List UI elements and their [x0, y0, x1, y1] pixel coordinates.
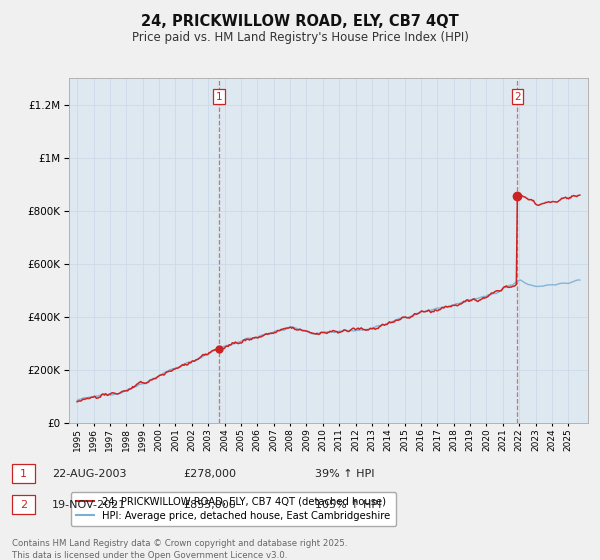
- Text: 24, PRICKWILLOW ROAD, ELY, CB7 4QT: 24, PRICKWILLOW ROAD, ELY, CB7 4QT: [141, 14, 459, 29]
- FancyBboxPatch shape: [12, 464, 35, 483]
- Text: 19-NOV-2021: 19-NOV-2021: [52, 500, 127, 510]
- Text: Contains HM Land Registry data © Crown copyright and database right 2025.
This d: Contains HM Land Registry data © Crown c…: [12, 539, 347, 559]
- Text: 39% ↑ HPI: 39% ↑ HPI: [315, 469, 374, 479]
- Legend: 24, PRICKWILLOW ROAD, ELY, CB7 4QT (detached house), HPI: Average price, detache: 24, PRICKWILLOW ROAD, ELY, CB7 4QT (deta…: [71, 492, 395, 525]
- Text: 105% ↑ HPI: 105% ↑ HPI: [315, 500, 382, 510]
- Text: 2: 2: [20, 500, 27, 510]
- Text: 2: 2: [514, 92, 521, 102]
- FancyBboxPatch shape: [12, 495, 35, 514]
- Text: 1: 1: [20, 469, 27, 479]
- Text: 22-AUG-2003: 22-AUG-2003: [52, 469, 127, 479]
- Text: 1: 1: [215, 92, 222, 102]
- Text: £278,000: £278,000: [183, 469, 236, 479]
- Text: Price paid vs. HM Land Registry's House Price Index (HPI): Price paid vs. HM Land Registry's House …: [131, 31, 469, 44]
- Text: £855,000: £855,000: [183, 500, 236, 510]
